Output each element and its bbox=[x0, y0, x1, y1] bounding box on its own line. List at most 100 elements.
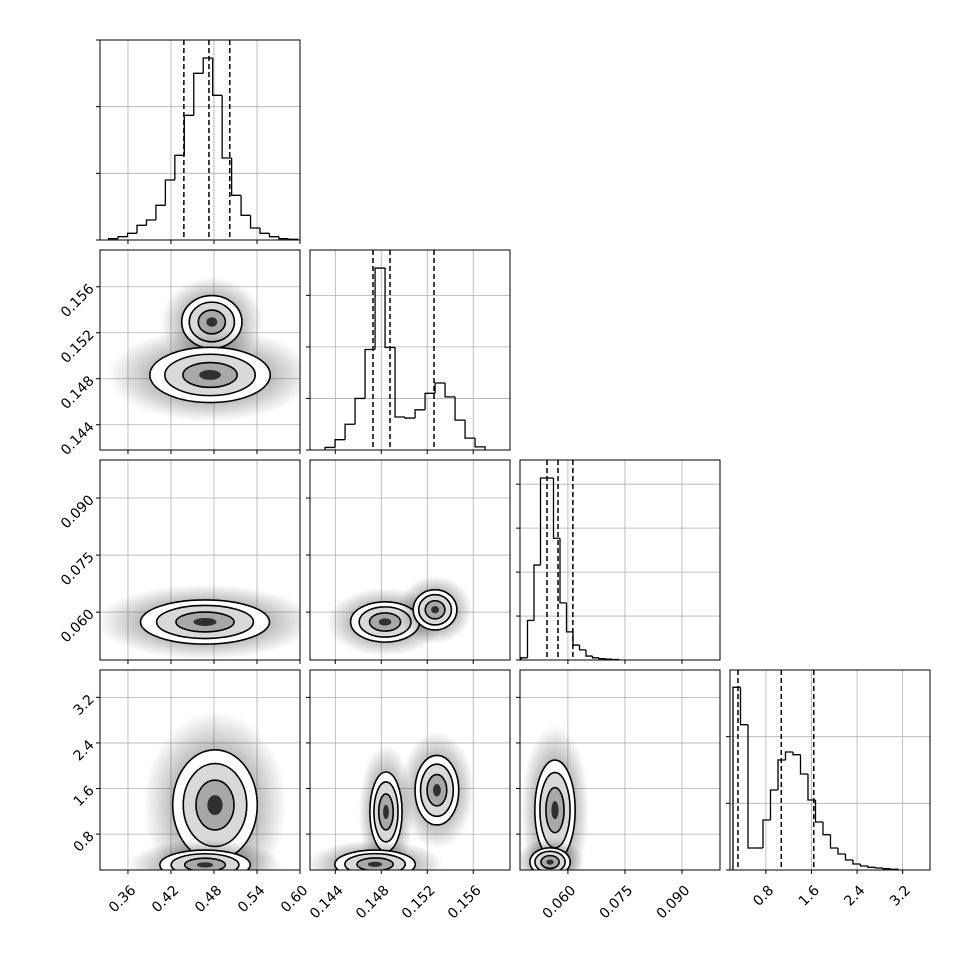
hist-bar bbox=[118, 237, 127, 239]
axes-frame bbox=[310, 250, 510, 450]
density-contour bbox=[193, 618, 216, 626]
density-contour bbox=[199, 370, 221, 380]
hist-bar bbox=[800, 755, 807, 774]
hist-bar bbox=[785, 752, 792, 760]
density-contour bbox=[433, 784, 441, 797]
hist-bar bbox=[883, 868, 890, 869]
x-tick-label: 1.6 bbox=[796, 882, 823, 909]
hist-bar bbox=[156, 205, 165, 220]
y-tick-label: 0.156 bbox=[58, 281, 98, 321]
panel bbox=[310, 250, 510, 450]
hist-bar bbox=[748, 725, 755, 848]
density-contour bbox=[546, 859, 553, 864]
hist-bar bbox=[860, 864, 867, 866]
hist-bar bbox=[793, 752, 800, 755]
hist-bar bbox=[251, 215, 260, 228]
hist-bar bbox=[573, 632, 580, 645]
panel bbox=[100, 250, 312, 450]
x-tick-label: 3.2 bbox=[887, 883, 914, 910]
y-tick-label: 0.144 bbox=[58, 419, 98, 459]
axes-frame bbox=[520, 460, 720, 660]
y-tick-label: 1.6 bbox=[71, 783, 98, 810]
y-tick-label: 3.2 bbox=[71, 692, 98, 719]
hist-bar bbox=[146, 220, 155, 225]
hist-bar bbox=[435, 383, 445, 393]
panel bbox=[100, 670, 300, 899]
hist-bar bbox=[128, 233, 137, 236]
hist-bar bbox=[455, 397, 465, 420]
y-tick-label: 0.060 bbox=[58, 606, 98, 646]
x-tick-label: 0.075 bbox=[597, 883, 637, 923]
x-tick-label: 0.48 bbox=[192, 883, 225, 916]
hist-bar bbox=[599, 658, 606, 659]
hist-bar bbox=[345, 424, 355, 439]
hist-bar bbox=[405, 417, 415, 418]
hist-bar bbox=[741, 687, 748, 724]
y-tick-label: 0.148 bbox=[58, 373, 98, 413]
y-tick-label: 2.4 bbox=[71, 737, 98, 764]
hist-bar bbox=[567, 603, 574, 632]
density-contour bbox=[368, 862, 382, 867]
panel bbox=[95, 460, 314, 660]
hist-bar bbox=[823, 822, 830, 835]
hist-bar bbox=[269, 233, 278, 236]
hist-bar bbox=[845, 854, 852, 860]
hist-bar bbox=[445, 383, 455, 397]
x-tick-label: 0.152 bbox=[399, 883, 439, 923]
hist-bar bbox=[733, 687, 740, 870]
x-tick-label: 2.4 bbox=[841, 882, 868, 909]
x-tick-label: 0.156 bbox=[445, 882, 485, 922]
hist-bar bbox=[586, 650, 593, 656]
hist-bar bbox=[137, 225, 146, 233]
density-contour bbox=[379, 618, 391, 625]
x-tick-label: 0.144 bbox=[307, 882, 347, 922]
hist-bar bbox=[165, 180, 174, 205]
hist-bar bbox=[553, 478, 560, 538]
hist-bar bbox=[560, 538, 567, 603]
density-contour bbox=[383, 805, 389, 819]
panel bbox=[100, 40, 300, 240]
hist-bar bbox=[355, 398, 365, 424]
y-tick-label: 0.152 bbox=[58, 327, 98, 367]
panel bbox=[310, 460, 510, 660]
hist-bar bbox=[260, 228, 269, 233]
x-tick-label: 0.148 bbox=[353, 883, 393, 923]
hist-bar bbox=[241, 195, 250, 215]
panel bbox=[730, 670, 930, 870]
hist-bar bbox=[279, 237, 288, 239]
hist-bar bbox=[838, 848, 845, 854]
x-tick-label: 0.42 bbox=[149, 883, 182, 916]
x-tick-label: 0.060 bbox=[540, 883, 580, 923]
hist-bar bbox=[175, 155, 184, 180]
density-contour bbox=[431, 606, 439, 613]
hist-bar bbox=[184, 115, 193, 155]
axes-frame bbox=[100, 40, 300, 240]
hist-bar bbox=[415, 410, 425, 418]
hist-bar bbox=[540, 478, 547, 565]
hist-bar bbox=[203, 58, 212, 73]
hist-bar bbox=[868, 866, 875, 867]
density-contour bbox=[551, 801, 558, 819]
x-tick-label: 0.36 bbox=[106, 882, 139, 915]
x-tick-label: 0.54 bbox=[235, 882, 268, 915]
hist-bar bbox=[232, 158, 241, 195]
hist-bar bbox=[580, 645, 587, 650]
hist-bar bbox=[335, 440, 345, 448]
hist-bar bbox=[770, 790, 777, 820]
density-contour bbox=[197, 862, 213, 867]
hist-bar bbox=[875, 867, 882, 868]
panel bbox=[516, 670, 720, 895]
hist-bar bbox=[194, 73, 203, 115]
hist-bar bbox=[527, 620, 534, 657]
density-contour bbox=[207, 795, 222, 815]
y-tick-label: 0.8 bbox=[71, 828, 98, 855]
panel bbox=[520, 460, 720, 660]
y-tick-label: 0.090 bbox=[58, 492, 98, 532]
hist-bar bbox=[395, 347, 405, 417]
hist-bar bbox=[534, 565, 541, 620]
hist-bar bbox=[475, 438, 485, 450]
hist-bar bbox=[830, 835, 837, 848]
hist-bar bbox=[593, 656, 600, 658]
